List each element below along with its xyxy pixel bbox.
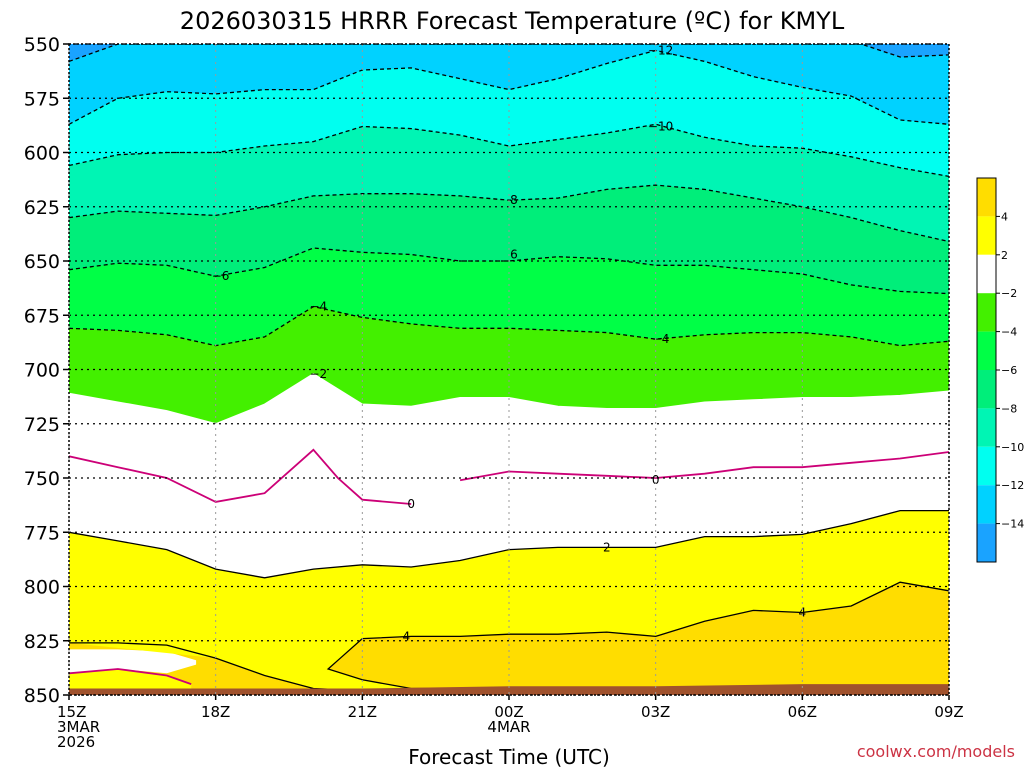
contour-line-4 bbox=[69, 247, 949, 295]
colorbar-swatch bbox=[977, 254, 996, 294]
contour-label: 6 bbox=[510, 247, 518, 261]
colorbar-label: −8 bbox=[1001, 402, 1017, 415]
colorbar-swatch bbox=[977, 331, 996, 370]
credit-text: coolwx.com/models bbox=[857, 742, 1015, 761]
band--14 bbox=[69, 44, 949, 125]
x-axis-title: Forecast Time (UTC) bbox=[408, 745, 610, 768]
y-tick-label: 700 bbox=[24, 360, 60, 382]
y-tick-label: 600 bbox=[24, 143, 60, 165]
y-tick-label: 625 bbox=[24, 197, 60, 219]
colorbar-swatch bbox=[977, 523, 996, 562]
x-tick-label: 4MAR bbox=[487, 718, 530, 736]
x-tick-label: 21Z bbox=[348, 703, 377, 721]
y-tick-label: 650 bbox=[24, 251, 60, 273]
x-tick-label: 3MAR bbox=[57, 718, 100, 736]
y-tick-label: 825 bbox=[24, 631, 60, 653]
contour-line-10 bbox=[326, 581, 949, 690]
x-tick-label: 18Z bbox=[201, 703, 230, 721]
y-tick-label: 850 bbox=[24, 685, 60, 707]
contour-label: −4 bbox=[652, 332, 670, 346]
contour-line-7 bbox=[69, 448, 412, 505]
contour-label: −2 bbox=[309, 367, 327, 381]
contour-label: 4 bbox=[403, 629, 411, 643]
contour-label: −10 bbox=[648, 119, 673, 133]
y-tick-label: 775 bbox=[24, 522, 60, 544]
contour-label: 0 bbox=[652, 473, 660, 487]
band-lower-left-white bbox=[69, 649, 197, 674]
y-axis: 550 575 600 625 650 675 700 725 750 775 800 825 850 bbox=[24, 34, 69, 707]
colorbar: 4 2 −2 −4 −6 −8 −10 −12 −14 bbox=[976, 177, 1024, 563]
contour-label: −12 bbox=[648, 44, 673, 58]
colorbar-swatch bbox=[977, 446, 996, 486]
x-tick-label: 03Z bbox=[641, 703, 670, 721]
contour-label: 4 bbox=[799, 606, 807, 620]
contour-line-12 bbox=[69, 668, 192, 685]
colorbar-label: −4 bbox=[1001, 326, 1017, 339]
y-tick-label: 550 bbox=[24, 34, 60, 56]
contour-line-0 bbox=[69, 44, 949, 63]
y-tick-label: 725 bbox=[24, 414, 60, 436]
colorbar-swatch bbox=[977, 293, 996, 332]
contour-label: −4 bbox=[309, 300, 327, 314]
colorbar-label: −12 bbox=[1001, 479, 1024, 492]
contour-label: 2 bbox=[603, 540, 611, 554]
colorbar-label: −10 bbox=[1001, 441, 1024, 454]
contour-line-8 bbox=[459, 451, 949, 482]
x-tick-label: 15Z bbox=[57, 703, 86, 721]
colorbar-swatch bbox=[977, 370, 996, 409]
y-tick-label: 675 bbox=[24, 305, 60, 327]
colorbar-swatch bbox=[977, 408, 996, 447]
contour-label: −6 bbox=[212, 269, 230, 283]
x-tick-label: 2026 bbox=[57, 733, 95, 751]
colorbar-swatch bbox=[977, 485, 996, 524]
chart-title: 2026030315 HRRR Forecast Temperature (ºC… bbox=[180, 7, 845, 35]
y-tick-label: 800 bbox=[24, 577, 60, 599]
y-tick-label: 575 bbox=[24, 88, 60, 110]
colorbar-label: −6 bbox=[1001, 364, 1017, 377]
colorbar-swatch bbox=[977, 178, 996, 217]
colorbar-label: −2 bbox=[1001, 287, 1017, 300]
colorbar-swatch bbox=[977, 216, 996, 255]
colorbar-label: 2 bbox=[1001, 249, 1008, 262]
x-tick-label: 00Z bbox=[494, 703, 523, 721]
y-tick-label: 750 bbox=[24, 468, 60, 490]
band-2-to-4 bbox=[69, 510, 949, 643]
colorbar-label: −14 bbox=[1001, 518, 1024, 531]
x-tick-label: 06Z bbox=[788, 703, 817, 721]
contour-label: 0 bbox=[407, 497, 415, 511]
contour-label: 8 bbox=[510, 193, 518, 207]
x-tick-label: 09Z bbox=[934, 703, 963, 721]
colorbar-label: 4 bbox=[1001, 210, 1008, 223]
